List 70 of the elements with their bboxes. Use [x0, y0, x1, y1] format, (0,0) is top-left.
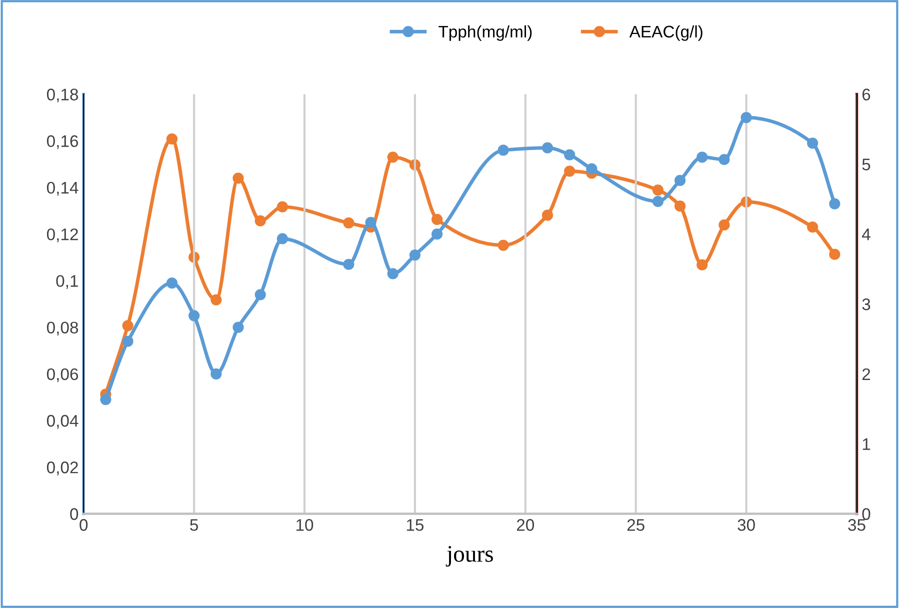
point	[718, 154, 730, 166]
point	[674, 174, 686, 186]
y-tick-label: 0,18	[46, 88, 78, 102]
point	[564, 166, 576, 177]
x-axis-title: jours	[446, 546, 493, 567]
point	[343, 217, 354, 228]
x-tick-label: 35	[848, 519, 866, 531]
point	[166, 277, 178, 289]
y2-tick-label: 0	[862, 508, 870, 520]
x-tick-label: 30	[738, 519, 755, 531]
y-tick-label: 0,08	[46, 322, 78, 336]
point	[409, 250, 421, 261]
point	[166, 133, 178, 145]
point	[542, 142, 554, 154]
point	[740, 112, 752, 124]
y-tick-label: 0,04	[46, 414, 78, 429]
y2-tick-label: 3	[862, 298, 870, 310]
point	[498, 144, 509, 156]
point	[188, 310, 200, 322]
point	[807, 138, 818, 149]
y-tick-label: 0,12	[46, 228, 78, 242]
x-tick-label: 0	[80, 519, 88, 531]
point	[122, 320, 134, 332]
point	[829, 248, 840, 260]
legend-label: AEAC(g/l)	[629, 25, 702, 41]
point	[343, 258, 354, 270]
point	[431, 214, 443, 225]
point	[674, 200, 686, 212]
point	[586, 163, 598, 174]
point	[718, 219, 730, 231]
x-tick-label: 10	[296, 519, 314, 531]
point	[276, 233, 288, 244]
y2-tick-label: 4	[862, 228, 870, 240]
point	[498, 240, 509, 251]
legend-label: Tpph(mg/ml)	[438, 25, 532, 41]
y2-tick-label: 6	[862, 88, 870, 100]
y-tick-label: 0,06	[46, 368, 78, 382]
y2-tick-label: 1	[862, 438, 870, 450]
point	[431, 228, 443, 240]
point	[365, 216, 376, 228]
y-tick-label: 0,02	[46, 462, 78, 476]
y2-tick-label: 5	[862, 158, 870, 170]
point	[387, 152, 398, 163]
point	[807, 222, 818, 233]
point	[100, 394, 112, 406]
point	[254, 289, 266, 300]
point	[542, 210, 554, 221]
point	[696, 152, 708, 163]
y-tick-label: 0,1	[56, 275, 78, 289]
point	[696, 259, 708, 270]
point	[232, 172, 244, 184]
x-tick-label: 5	[190, 519, 198, 531]
point	[254, 215, 266, 226]
point	[829, 198, 840, 210]
y2-tick-label: 2	[862, 368, 870, 380]
point	[232, 322, 244, 333]
point	[122, 336, 134, 347]
point	[276, 201, 288, 212]
point	[652, 196, 664, 208]
x-tick-label: 20	[516, 519, 534, 531]
y-tick-label: 0,14	[46, 182, 78, 196]
point	[210, 368, 222, 380]
point	[564, 149, 576, 160]
x-tick-label: 25	[627, 519, 644, 531]
x-tick-label: 15	[406, 519, 424, 531]
y-tick-label: 0,16	[46, 135, 78, 150]
point	[652, 184, 664, 196]
point	[387, 268, 398, 280]
y-tick-label: 0	[70, 508, 78, 520]
point	[210, 294, 222, 306]
